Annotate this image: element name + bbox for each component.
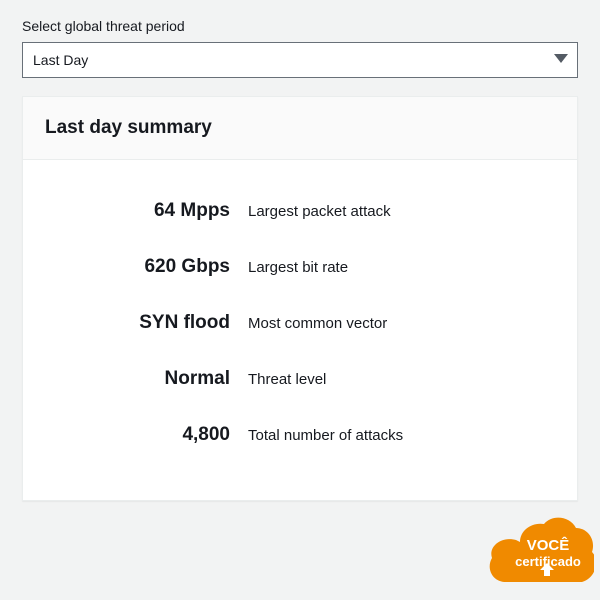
period-select-wrap: Last Day: [22, 42, 578, 78]
metric-value: SYN flood: [33, 312, 248, 334]
metric-label: Largest packet attack: [248, 203, 391, 220]
period-select[interactable]: Last Day: [22, 42, 578, 78]
period-select-value: Last Day: [33, 52, 88, 68]
svg-text:VOCÊ: VOCÊ: [527, 536, 570, 554]
metric-row: 4,800Total number of attacks: [33, 424, 567, 446]
summary-card: Last day summary 64 MppsLargest packet a…: [22, 96, 578, 501]
select-label: Select global threat period: [22, 18, 578, 34]
metric-value: Normal: [33, 368, 248, 390]
metric-label: Total number of attacks: [248, 427, 403, 444]
metric-label: Largest bit rate: [248, 259, 348, 276]
metric-value: 4,800: [33, 424, 248, 446]
metric-row: 64 MppsLargest packet attack: [33, 200, 567, 222]
metric-value: 64 Mpps: [33, 200, 248, 222]
metric-row: 620 GbpsLargest bit rate: [33, 256, 567, 278]
certification-badge: VOCÊ certificado: [486, 516, 594, 594]
metric-label: Most common vector: [248, 315, 387, 332]
metric-row: SYN floodMost common vector: [33, 312, 567, 334]
metric-row: NormalThreat level: [33, 368, 567, 390]
metric-label: Threat level: [248, 371, 326, 388]
summary-card-title: Last day summary: [45, 117, 555, 139]
metric-value: 620 Gbps: [33, 256, 248, 278]
summary-card-body: 64 MppsLargest packet attack620 GbpsLarg…: [23, 160, 577, 500]
summary-card-header: Last day summary: [23, 97, 577, 160]
